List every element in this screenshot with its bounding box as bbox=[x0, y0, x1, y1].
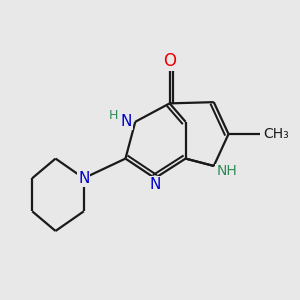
Text: CH₃: CH₃ bbox=[263, 127, 289, 141]
Text: NH: NH bbox=[216, 164, 237, 178]
Text: H: H bbox=[109, 109, 118, 122]
Text: N: N bbox=[149, 177, 160, 192]
Text: N: N bbox=[78, 171, 89, 186]
Text: O: O bbox=[163, 52, 176, 70]
Text: N: N bbox=[120, 114, 132, 129]
